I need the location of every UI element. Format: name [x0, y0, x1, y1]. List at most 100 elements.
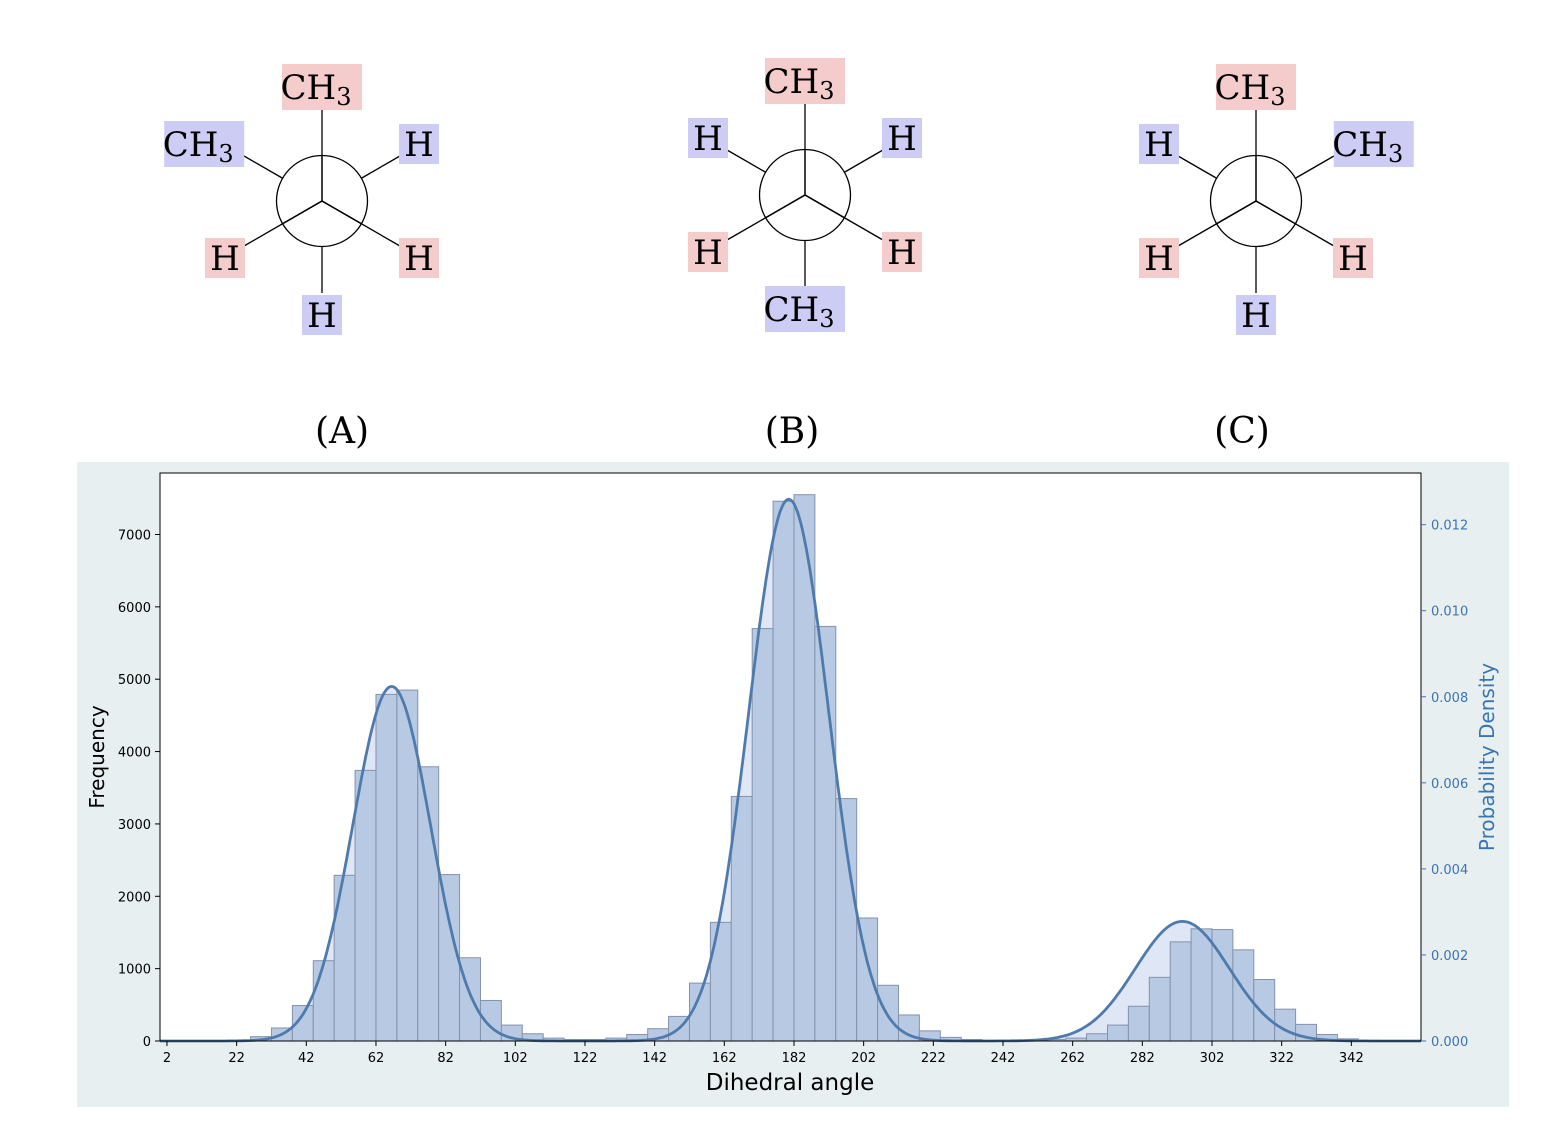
substituent-label: CH3 — [281, 64, 362, 111]
y-axis-ticks: 0 1000 2000 3000 4000 5000 6000 7000 — [118, 529, 160, 1050]
x-tick-label: 302 — [1200, 1051, 1225, 1066]
back-bond — [1176, 154, 1217, 179]
substituent-label: H — [398, 238, 439, 279]
y-tick-label: 4000 — [118, 746, 151, 761]
kde-line — [160, 497, 1421, 1043]
substituent-label: H — [1139, 124, 1180, 165]
x-tick-label: 342 — [1339, 1051, 1364, 1066]
x-axis-label: Dihedral angle — [706, 1070, 875, 1096]
right-y-tick-label: 0.008 — [1431, 691, 1468, 706]
back-bond — [1295, 154, 1336, 179]
y-tick-label: 7000 — [118, 529, 151, 544]
right-y-tick-label: 0.010 — [1431, 605, 1468, 620]
substituent-label: CH3 — [1215, 64, 1296, 111]
x-tick-label: 82 — [437, 1051, 454, 1066]
back-bond — [725, 148, 766, 173]
histogram-bar — [375, 693, 398, 1042]
substituent-text: CH3 — [1215, 68, 1286, 111]
conformer-label: (A) — [315, 411, 369, 452]
x-tick-label: 62 — [368, 1051, 385, 1066]
y-axis-label: Frequency — [85, 705, 109, 808]
x-tick-label: 122 — [573, 1051, 598, 1066]
right-y-axis-ticks: 0.000 0.002 0.004 0.006 0.008 0.010 0.012 — [1421, 519, 1468, 1050]
substituent-text: H — [1144, 239, 1174, 279]
histogram-bar — [877, 984, 899, 1042]
histogram-bar — [438, 874, 461, 1042]
right-y-tick-label: 0.004 — [1431, 863, 1468, 878]
histogram-bar — [1253, 978, 1276, 1042]
x-tick-label: 102 — [503, 1051, 528, 1066]
substituent-label: H — [688, 232, 729, 273]
substituent-text: H — [693, 119, 723, 159]
conformer-b: H CH3 H CH3 H H (B) — [688, 58, 922, 452]
substituent-text: H — [210, 239, 240, 279]
y-tick-label: 3000 — [118, 818, 151, 833]
histogram-bar — [709, 921, 732, 1042]
right-y-tick-label: 0.000 — [1431, 1035, 1468, 1050]
histogram-bar — [1232, 949, 1255, 1042]
substituent-text: H — [1338, 239, 1368, 279]
histogram-bar — [1169, 941, 1192, 1042]
x-tick-label: 262 — [1060, 1051, 1085, 1066]
conformer-label: (B) — [765, 411, 820, 452]
substituent-label: H — [1332, 238, 1373, 279]
substituent-label: H — [1139, 238, 1180, 279]
conformer-label: (C) — [1214, 411, 1270, 452]
substituent-label: H — [398, 124, 439, 165]
histogram-bar — [1106, 1024, 1129, 1042]
substituent-label: CH3 — [764, 286, 845, 333]
x-tick-label: 42 — [298, 1051, 315, 1066]
histogram-bar — [1127, 1005, 1150, 1042]
substituent-label: H — [205, 238, 246, 279]
histogram-bar — [835, 798, 858, 1042]
substituent-label: CH3 — [764, 58, 845, 105]
substituent-text: CH3 — [1332, 125, 1403, 168]
histogram-bar — [1190, 928, 1213, 1042]
substituent-label: CH3 — [163, 121, 245, 168]
back-bond — [361, 154, 402, 179]
substituent-label: CH3 — [1332, 121, 1414, 168]
substituent-text: CH3 — [764, 62, 835, 105]
x-tick-label: 2 — [163, 1051, 171, 1066]
histogram-bar — [1148, 976, 1171, 1042]
substituent-label: H — [881, 118, 922, 159]
x-tick-label: 22 — [228, 1051, 245, 1066]
substituent-text: H — [1144, 125, 1174, 165]
histogram-bar — [1086, 1033, 1108, 1042]
substituent-text: H — [307, 296, 337, 336]
substituent-text: H — [887, 119, 917, 159]
substituent-text: CH3 — [281, 68, 352, 111]
substituent-label: H — [302, 295, 342, 336]
y-tick-label: 0 — [143, 1035, 151, 1050]
substituent-text: H — [693, 233, 723, 273]
histogram-bar — [312, 960, 335, 1042]
back-bond — [844, 148, 885, 173]
x-tick-label: 322 — [1269, 1051, 1294, 1066]
conformer-a: CH3 H H CH3 H H (A) — [163, 64, 439, 452]
x-tick-label: 202 — [851, 1051, 876, 1066]
histogram-bar — [856, 917, 879, 1042]
substituent-label: H — [881, 232, 922, 273]
y-tick-label: 2000 — [118, 890, 151, 905]
x-tick-label: 162 — [712, 1051, 737, 1066]
substituent-text: CH3 — [163, 125, 234, 168]
back-bond — [242, 154, 283, 179]
newman-projections: CH3 H H CH3 H H (A) H CH3 H CH3 H H (B) H H CH3 CH3 H H (C) — [163, 58, 1414, 452]
right-y-tick-label: 0.006 — [1431, 777, 1468, 792]
x-tick-label: 142 — [642, 1051, 667, 1066]
x-tick-label: 282 — [1130, 1051, 1155, 1066]
substituent-label: H — [688, 118, 729, 159]
x-tick-label: 222 — [921, 1051, 946, 1066]
right-y-tick-label: 0.012 — [1431, 519, 1468, 534]
histogram-bar — [751, 628, 774, 1042]
y-tick-label: 5000 — [118, 673, 151, 688]
right-y-tick-label: 0.002 — [1431, 949, 1468, 964]
x-tick-label: 242 — [991, 1051, 1016, 1066]
substituent-text: H — [1241, 296, 1271, 336]
substituent-text: H — [887, 233, 917, 273]
histogram-bar — [772, 500, 795, 1042]
y-tick-label: 1000 — [118, 963, 151, 978]
x-axis-ticks: 2 22 42 62 82 102 122 142 162 182 202 222 242 262 282 3… — [163, 1041, 1364, 1066]
plot-frame — [159, 472, 1422, 1042]
